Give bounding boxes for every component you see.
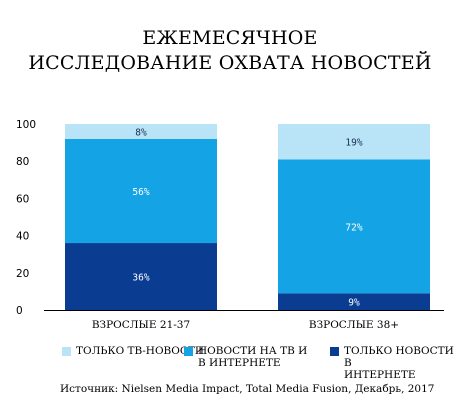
y-tick-label: 60 <box>16 193 29 205</box>
y-tick-label: 40 <box>16 231 29 243</box>
y-tick-label: 80 <box>16 156 29 168</box>
source-note: Источник: Nielsen Media Impact, Total Me… <box>60 383 435 395</box>
legend-swatch <box>184 347 193 356</box>
data-label: 72% <box>345 222 362 233</box>
x-tick-label: ВЗРОСЛЫЕ 21-37 <box>92 319 190 331</box>
legend-swatch <box>62 347 71 356</box>
stacked-bar-chart: 0 20 40 60 80 100 36% 56% 8% ВЗРОСЛЫЕ 21-37 9% 72% 1… <box>16 119 444 331</box>
legend-swatch <box>330 347 339 356</box>
y-tick-label: 20 <box>16 268 29 280</box>
legend-item: НОВОСТИ НА ТВ И В ИНТЕРНЕТЕ <box>184 345 307 369</box>
chart-legend: ТОЛЬКО ТВ-НОВОСТИ НОВОСТИ НА ТВ И В ИНТЕР… <box>0 345 460 385</box>
bar-segment <box>278 124 430 160</box>
bar-segment <box>65 138 217 244</box>
data-label: 19% <box>345 138 362 149</box>
legend-label: ТОЛЬКО НОВОСТИ В ИНТЕРНЕТЕ <box>344 345 454 381</box>
chart-title-line-2: ИССЛЕДОВАНИЕ ОХВАТА НОВОСТЕЙ <box>28 52 432 74</box>
x-tick-label: ВЗРОСЛЫЕ 38+ <box>309 319 399 331</box>
bar-segment <box>278 293 430 310</box>
data-label: 36% <box>132 273 149 284</box>
legend-label: НОВОСТИ НА ТВ И В ИНТЕРНЕТЕ <box>198 345 308 369</box>
chart-title-line-1: ЕЖЕМЕСЯЧНОЕ <box>142 27 318 49</box>
bar-segment <box>65 124 217 139</box>
y-tick-label: 100 <box>16 119 36 131</box>
bar-segment <box>278 159 430 294</box>
data-label: 56% <box>132 187 149 198</box>
y-tick-label: 0 <box>16 305 23 317</box>
chart-title: ЕЖЕМЕСЯЧНОЕ ИССЛЕДОВАНИЕ ОХВАТА НОВОСТЕЙ <box>0 26 460 76</box>
legend-item: ТОЛЬКО ТВ-НОВОСТИ <box>62 345 204 357</box>
legend-item: ТОЛЬКО НОВОСТИ В ИНТЕРНЕТЕ <box>330 345 460 381</box>
data-label: 9% <box>348 298 360 309</box>
bar-segment <box>65 243 217 310</box>
data-label: 8% <box>135 127 147 138</box>
